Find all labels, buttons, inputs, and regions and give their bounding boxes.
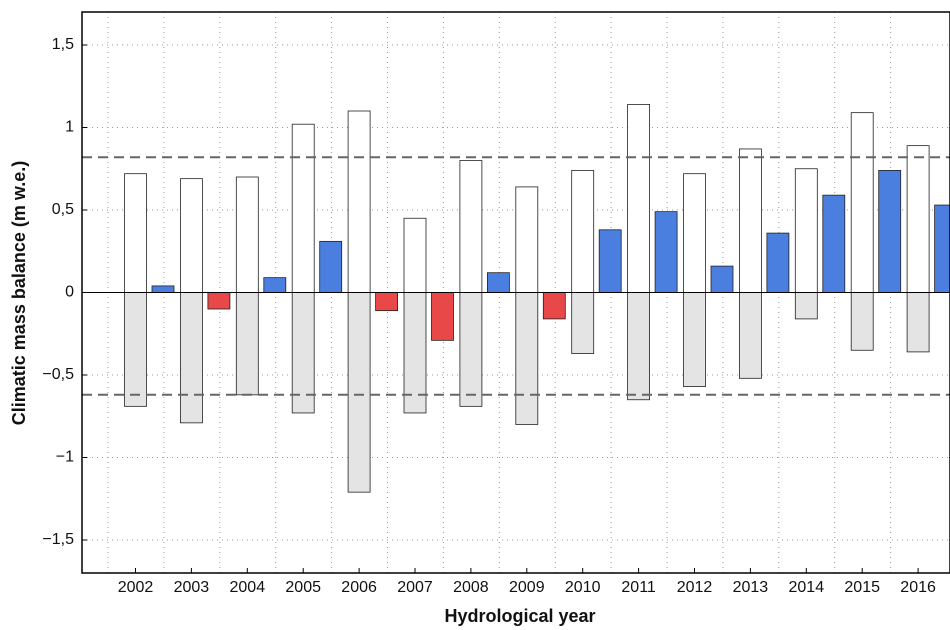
bar <box>683 173 706 293</box>
x-tick-label: 2009 <box>509 579 545 596</box>
y-tick-label: 1,5 <box>52 36 74 53</box>
bar <box>319 240 343 293</box>
y-tick-label: 1 <box>65 119 74 136</box>
x-tick-label: 2016 <box>900 579 936 596</box>
bar <box>179 292 203 424</box>
bar <box>124 292 147 407</box>
x-tick-label: 2002 <box>118 579 154 596</box>
bar <box>459 292 483 407</box>
bar <box>207 292 231 310</box>
bar <box>906 292 930 353</box>
bar <box>822 194 846 293</box>
bar <box>794 292 818 320</box>
bar <box>179 178 203 293</box>
bar <box>347 110 371 293</box>
bar <box>598 229 622 293</box>
x-tick-label: 2006 <box>341 579 377 596</box>
x-tick-label: 2004 <box>230 579 266 596</box>
bar <box>459 160 483 293</box>
y-tick-label: −0,5 <box>42 366 74 383</box>
bar <box>263 277 287 293</box>
bar <box>654 211 678 293</box>
x-axis-title: Hydrological year <box>444 606 595 626</box>
bar <box>878 169 902 293</box>
x-tick-label: 2005 <box>285 579 321 596</box>
bar <box>375 292 399 312</box>
bar <box>794 168 818 293</box>
bar <box>739 148 762 293</box>
bar <box>739 292 762 379</box>
bar <box>431 292 454 341</box>
bar <box>403 217 427 293</box>
bar <box>515 292 539 425</box>
x-tick-label: 2015 <box>844 579 880 596</box>
y-tick-label: −1 <box>56 449 74 466</box>
bar <box>235 176 259 293</box>
y-tick-label: −1,5 <box>42 531 74 548</box>
bar <box>627 292 650 401</box>
bar <box>151 285 175 293</box>
bar <box>850 292 874 351</box>
bar <box>571 169 595 293</box>
bar <box>850 112 874 293</box>
plot-frame <box>81 11 950 574</box>
y-tick-label: 0 <box>65 284 74 301</box>
x-tick-label: 2003 <box>174 579 210 596</box>
bar <box>291 123 315 293</box>
x-tick-label: 2013 <box>733 579 769 596</box>
x-tick-label: 2011 <box>621 579 656 596</box>
bar <box>934 204 950 293</box>
bar <box>542 292 566 320</box>
bar <box>766 232 790 293</box>
bar <box>683 292 706 387</box>
bar <box>906 145 930 293</box>
x-tick-label: 2010 <box>565 579 601 596</box>
bar <box>124 173 147 293</box>
y-tick-label: 0,5 <box>52 201 74 218</box>
bar <box>486 272 510 293</box>
x-tick-label: 2014 <box>789 579 825 596</box>
bar <box>710 265 734 293</box>
bar <box>347 292 371 493</box>
x-tick-label: 2007 <box>397 579 433 596</box>
bar <box>235 292 259 396</box>
y-axis-title: Climatic mass balance (m w.e.) <box>9 161 29 425</box>
bar <box>515 186 539 293</box>
bar <box>571 292 595 354</box>
bar <box>627 104 650 293</box>
x-tick-label: 2012 <box>677 579 713 596</box>
x-tick-label: 2008 <box>453 579 489 596</box>
